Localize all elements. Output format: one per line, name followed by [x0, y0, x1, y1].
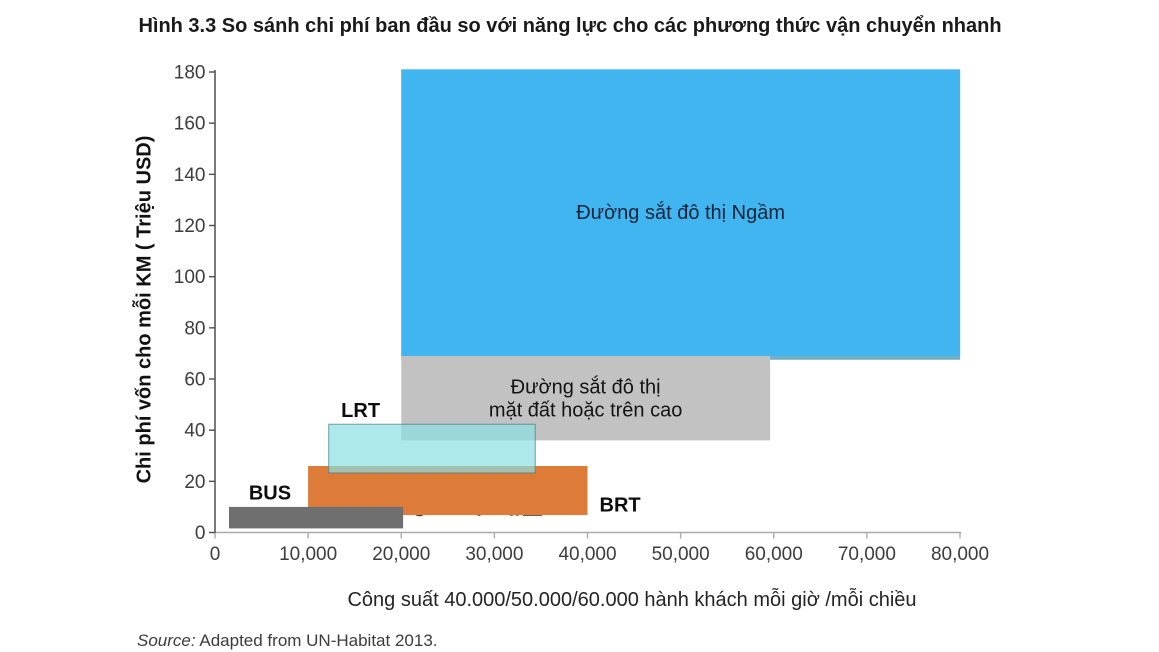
figure-title: Hình 3.3 So sánh chi phí ban đầu so với …: [138, 15, 1002, 37]
x-tick-label: 60,000: [745, 544, 803, 565]
label-lrt: LRT: [341, 400, 380, 422]
x-tick-label: 80,000: [931, 544, 989, 565]
x-tick-label: 10,000: [279, 544, 337, 565]
y-tick-label: 100: [174, 267, 206, 288]
x-tick-label: 70,000: [838, 544, 896, 565]
label-bus: BUS: [249, 482, 291, 504]
y-tick-label: 60: [184, 370, 205, 391]
label-metro-underground: Đường sắt đô thị Ngầm: [576, 201, 785, 224]
y-tick-label: 180: [174, 63, 206, 84]
label-brt: BRT: [600, 495, 641, 517]
source-note: Source: Adapted from UN-Habitat 2013.: [137, 631, 438, 651]
x-tick-label: 40,000: [558, 544, 616, 565]
source-note-prefix: Source:: [137, 631, 196, 650]
y-tick-label: 40: [184, 421, 205, 442]
x-tick-label: 20,000: [372, 544, 430, 565]
x-tick-label: 50,000: [652, 544, 710, 565]
source-note-text: Adapted from UN-Habitat 2013.: [195, 631, 438, 650]
x-axis-title: Công suất 40.000/50.000/60.000 hành khác…: [347, 589, 917, 611]
label-rail-at-grade-or-elevated: Đường sắt đô thị: [511, 376, 661, 399]
y-tick-label: 0: [195, 523, 206, 544]
label-rail-at-grade-or-elevated: mặt đất hoặc trên cao: [489, 400, 682, 422]
block-bus: [229, 506, 404, 529]
y-tick-label: 20: [184, 472, 205, 493]
y-tick-label: 120: [174, 216, 206, 237]
block-lrt: [327, 423, 536, 474]
x-tick-label: 0: [210, 544, 221, 565]
y-tick-label: 160: [174, 114, 206, 135]
x-tick-label: 30,000: [465, 544, 523, 565]
y-tick-label: 80: [184, 318, 205, 339]
y-tick-label: 140: [174, 165, 206, 186]
block-metro-underground: [401, 69, 961, 356]
y-axis-title: Chi phí vốn cho mỗi KM ( Triệu USD): [133, 135, 156, 484]
